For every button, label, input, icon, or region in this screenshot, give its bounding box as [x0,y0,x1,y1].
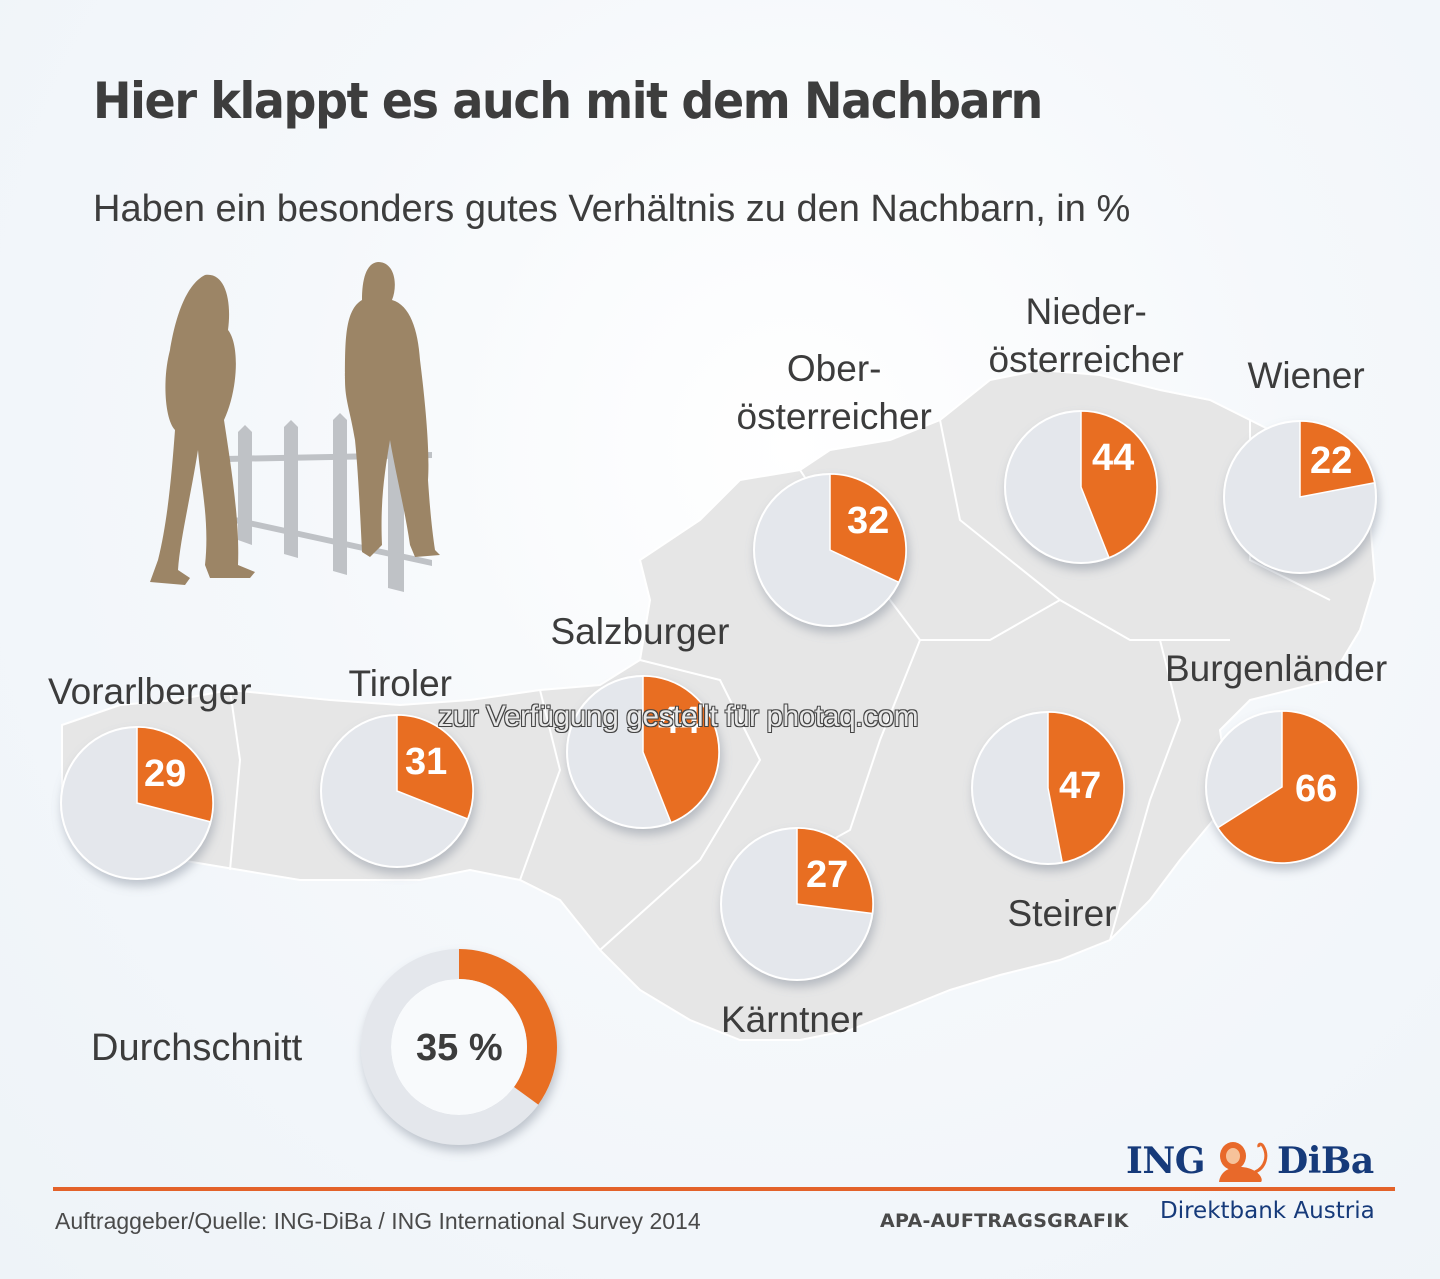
page-title: Hier klappt es auch mit dem Nachbarn [93,72,1043,130]
pie-burgenländer [1205,710,1359,864]
page-subtitle: Haben ein besonders gutes Verhältnis zu … [93,188,1131,230]
region-label-line: Steirer [1007,893,1117,934]
pie-steirer [971,711,1125,865]
region-label-line: Kärntner [721,999,863,1040]
pie-slice [829,473,907,584]
region-label: Nieder-österreicher [989,288,1184,384]
region-label-line: Tiroler [348,663,452,704]
region-label: Wiener [1248,352,1365,400]
region-label-line: Wiener [1247,355,1365,396]
pie-value-label: 44 [1092,437,1135,479]
source-text: Auftraggeber/Quelle: ING-DiBa / ING Inte… [55,1208,701,1234]
pie-salzburger [566,675,720,829]
region-label-line: Ober- [786,348,882,389]
region-label: Kärntner [721,996,863,1044]
region-label: Vorarlberger [48,668,252,716]
pie-value-label: 66 [1295,768,1338,810]
pie-slice [1080,410,1158,559]
lion-icon [1219,1142,1268,1182]
pie-value-label: 22 [1310,440,1353,482]
apa-label: APA-AUFTRAGSGRAFIK [880,1210,1129,1232]
region-label-line: österreicher [988,339,1184,380]
donut-center [391,979,527,1115]
region-label-line: Nieder- [1025,291,1147,332]
pie-value-label: 47 [1059,765,1102,807]
donut-value-arc [459,949,557,1105]
pie-value-label: 27 [806,854,849,896]
region-label: Steirer [1008,890,1117,938]
pie-value-label: 31 [405,741,448,783]
pie-value-label: 29 [144,753,187,795]
region-label-line: österreicher [736,396,932,437]
average-donut [361,949,557,1145]
pie-slice [1047,711,1125,864]
pie-niederösterreicher [1004,410,1158,564]
pie-vorarlberger [60,726,214,880]
average-label: Durchschnitt [91,1027,303,1069]
region-label: Tiroler [349,660,452,708]
region-label: Salzburger [551,608,730,656]
pie-slice [796,827,874,915]
region-label-line: Salzburger [550,611,730,652]
footer-divider [53,1187,1395,1191]
logo-ing-text: ING [1126,1140,1206,1182]
pie-value-label: 44 [658,700,701,742]
region-label: Burgenländer [1165,645,1387,693]
pie-value-label: 32 [847,500,890,542]
pie-slice [642,675,720,824]
pie-slice [1216,710,1359,864]
region-label: Ober-österreicher [737,345,932,441]
pie-wiener [1223,420,1377,574]
logo-diba-text: DiBa [1277,1140,1374,1182]
pie-slice [1299,420,1376,498]
pie-slice [396,714,474,820]
pie-oberösterreicher [753,473,907,627]
pie-kärntner [720,827,874,981]
pie-tiroler [320,714,474,868]
average-value: 35 % [416,1027,503,1069]
ing-diba-logo: ING DiBa [1126,1137,1374,1185]
region-label-line: Burgenländer [1165,648,1388,689]
neighbors-fence-icon [150,262,440,592]
logo-tagline: Direktbank Austria [1160,1198,1375,1224]
watermark: zur Verfügung gestellt für photaq.com [438,700,919,733]
region-label-line: Vorarlberger [48,671,252,712]
pie-slice [136,726,214,823]
